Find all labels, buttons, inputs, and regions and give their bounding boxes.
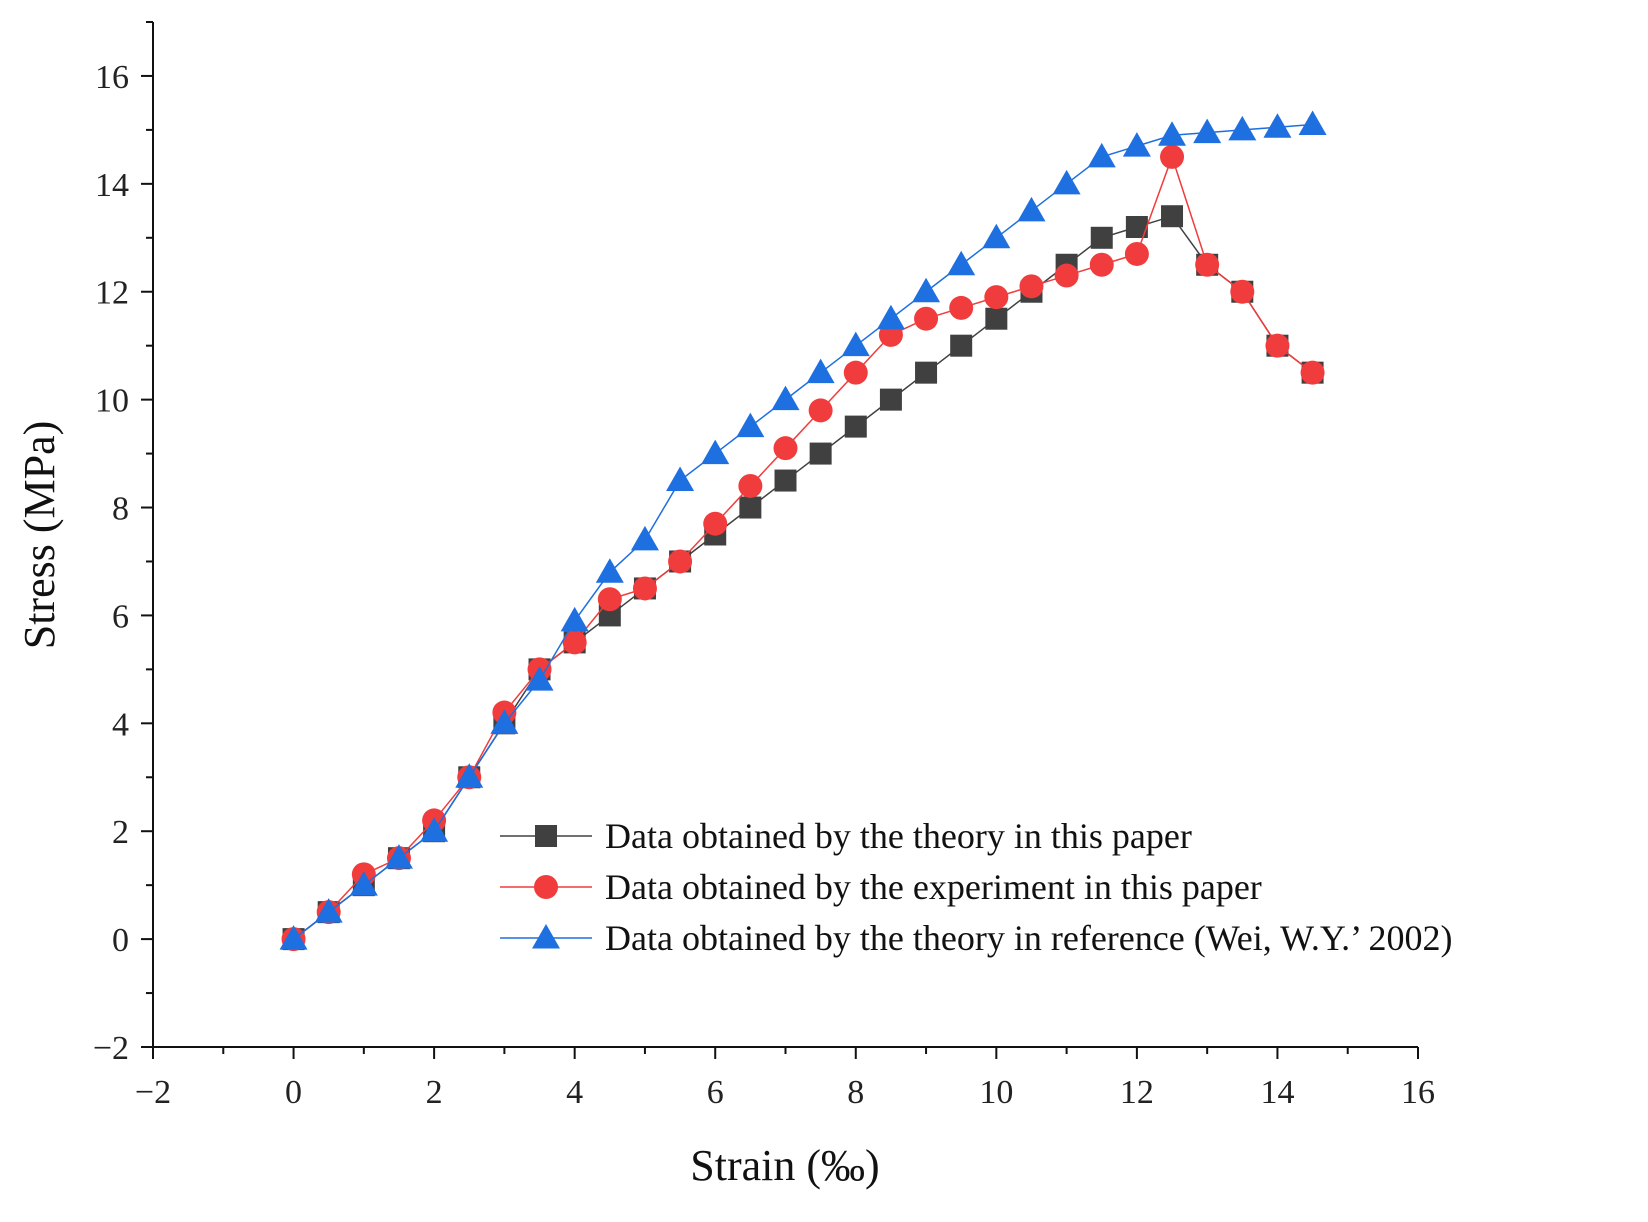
- data-point-square: [598, 604, 621, 627]
- legend-label-square: Data obtained by the theory in this pape…: [605, 816, 1192, 856]
- data-point-square: [1161, 205, 1184, 228]
- data-point-triangle: [982, 223, 1011, 249]
- data-point-triangle: [1087, 142, 1116, 168]
- data-point-triangle: [314, 898, 343, 923]
- y-tick-label: −2: [93, 1030, 129, 1067]
- legend-marker-triangle: [532, 924, 560, 949]
- data-point-triangle: [420, 817, 449, 842]
- x-tick-label: 16: [1401, 1074, 1435, 1111]
- data-point-triangle: [947, 250, 976, 276]
- data-point-square: [844, 415, 867, 438]
- data-point-square: [1125, 216, 1148, 238]
- x-tick-label: 4: [566, 1074, 583, 1111]
- data-point-circle: [1124, 241, 1149, 266]
- data-point-circle: [1019, 274, 1044, 299]
- data-point-square: [985, 307, 1008, 330]
- legend: Data obtained by the theory in this pape…: [500, 816, 1452, 958]
- legend-label-circle: Data obtained by the experiment in this …: [605, 867, 1262, 907]
- series-triangle: [279, 110, 1327, 950]
- data-point-triangle: [666, 466, 695, 492]
- y-axis-title: Stress (MPa): [15, 421, 64, 650]
- legend-marker-circle: [534, 875, 558, 899]
- data-point-circle: [738, 473, 763, 498]
- data-point-circle: [703, 511, 728, 536]
- data-point-triangle: [1158, 121, 1187, 146]
- y-tick-label: 4: [112, 706, 129, 743]
- data-point-circle: [1089, 252, 1114, 277]
- data-point-square: [739, 496, 762, 519]
- data-point-square: [1090, 226, 1113, 249]
- y-tick-label: 16: [95, 59, 129, 96]
- data-point-circle: [1300, 360, 1325, 385]
- y-tick-label: 2: [112, 814, 129, 851]
- data-point-triangle: [1122, 132, 1151, 157]
- plot-series: [279, 110, 1327, 952]
- legend-label-triangle: Data obtained by the theory in reference…: [605, 918, 1452, 958]
- data-point-triangle: [560, 606, 589, 632]
- legend-marker-square: [535, 825, 557, 847]
- data-point-triangle: [1228, 115, 1257, 141]
- data-point-triangle: [1298, 110, 1327, 135]
- data-point-circle: [984, 285, 1009, 310]
- data-point-square: [809, 442, 832, 465]
- data-point-triangle: [841, 331, 870, 357]
- y-tick-label: 0: [112, 922, 129, 959]
- data-point-triangle: [1263, 113, 1292, 138]
- data-point-circle: [597, 587, 622, 612]
- data-point-circle: [949, 295, 974, 320]
- data-point-triangle: [490, 709, 519, 734]
- x-tick-label: 0: [285, 1074, 302, 1111]
- data-point-triangle: [1017, 196, 1046, 222]
- x-tick-label: −2: [135, 1074, 171, 1111]
- x-tick-label: 6: [707, 1074, 724, 1111]
- data-point-circle: [1054, 263, 1079, 288]
- data-point-triangle: [736, 412, 765, 438]
- x-tick-label: 14: [1260, 1074, 1294, 1111]
- data-point-triangle: [595, 558, 624, 583]
- data-point-square: [774, 469, 797, 492]
- data-point-circle: [808, 398, 833, 423]
- y-tick-label: 14: [95, 167, 129, 204]
- data-point-circle: [1195, 252, 1220, 277]
- data-point-square: [915, 361, 938, 384]
- x-tick-label: 10: [979, 1074, 1013, 1111]
- data-point-circle: [843, 360, 868, 385]
- x-tick-label: 12: [1120, 1074, 1154, 1111]
- y-tick-label: 12: [95, 275, 129, 312]
- y-tick-label: 6: [112, 598, 129, 635]
- data-point-triangle: [771, 385, 800, 411]
- y-tick-label: 8: [112, 491, 129, 528]
- data-point-triangle: [912, 277, 941, 303]
- x-tick-label: 2: [426, 1074, 443, 1111]
- y-tick-label: 10: [95, 383, 129, 420]
- data-point-circle: [562, 630, 587, 655]
- data-point-circle: [1160, 144, 1185, 169]
- data-point-circle: [1230, 279, 1255, 304]
- data-point-circle: [668, 549, 693, 574]
- data-point-circle: [1265, 333, 1290, 358]
- x-axis-title: Strain (‰): [690, 1141, 879, 1190]
- data-point-triangle: [701, 439, 730, 465]
- data-point-square: [950, 334, 973, 357]
- data-point-triangle: [876, 304, 905, 330]
- data-point-circle: [773, 436, 798, 461]
- data-point-triangle: [455, 763, 484, 788]
- data-point-triangle: [630, 525, 659, 551]
- data-point-triangle: [806, 358, 835, 384]
- data-point-circle: [914, 306, 939, 331]
- data-point-triangle: [525, 666, 554, 691]
- data-point-triangle: [279, 925, 308, 950]
- x-tick-label: 8: [847, 1074, 864, 1111]
- data-point-triangle: [349, 871, 378, 896]
- data-point-triangle: [384, 844, 413, 869]
- axes: −2 0 2 4 6 8 10 12 14 16 −2 0 2 4 6 8 10 12 14 16: [93, 21, 1435, 1111]
- data-point-triangle: [1193, 118, 1222, 144]
- data-point-square: [879, 388, 902, 411]
- data-point-circle: [632, 576, 657, 601]
- data-point-triangle: [1052, 169, 1081, 195]
